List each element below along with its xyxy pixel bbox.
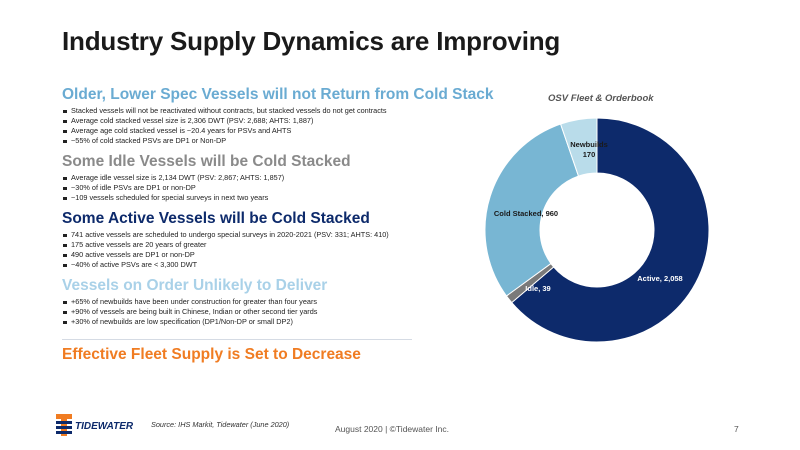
- section-heading: Some Idle Vessels will be Cold Stacked: [62, 153, 351, 170]
- data-label-idle: Idle, 39: [525, 284, 550, 293]
- bullet-list: +65% of newbuilds have been under constr…: [62, 297, 482, 327]
- bullet-item: Average idle vessel size is 2,134 DWT (P…: [62, 173, 482, 183]
- bullet-item: ~55% of cold stacked PSVs are DP1 or Non…: [62, 136, 482, 146]
- chart-title: OSV Fleet & Orderbook: [548, 93, 654, 104]
- logo-text: TIDEWATER: [75, 421, 134, 432]
- bullet-item: 490 active vessels are DP1 or non-DP: [62, 250, 482, 260]
- bullet-item: Average cold stacked vessel size is 2,30…: [62, 116, 482, 126]
- section-heading: Older, Lower Spec Vessels will not Retur…: [62, 86, 494, 103]
- donut-chart: Active, 2,058 Idle, 39 Cold Stacked, 960 Ne…: [484, 117, 710, 343]
- bullet-item: Stacked vessels will not be reactivated …: [62, 106, 482, 116]
- bullet-item: +30% of newbuilds are low specification …: [62, 317, 482, 327]
- section-heading: Vessels on Order Unlikely to Deliver: [62, 277, 328, 294]
- donut-slice-cold-stacked: [484, 123, 580, 297]
- bullet-item: +65% of newbuilds have been under constr…: [62, 297, 482, 307]
- page-number: 7: [734, 424, 739, 434]
- divider: [62, 339, 412, 340]
- data-label-cold-stacked: Cold Stacked, 960: [494, 209, 558, 218]
- data-label-active: Active, 2,058: [637, 274, 682, 283]
- bullet-list: Average idle vessel size is 2,134 DWT (P…: [62, 173, 482, 203]
- bullet-item: ~30% of idle PSVs are DP1 or non-DP: [62, 183, 482, 193]
- content-area: Older, Lower Spec Vessels will not Retur…: [62, 86, 494, 334]
- tidewater-logo-icon: [56, 414, 72, 436]
- donut-slice-newbuilds: [559, 117, 598, 177]
- data-label-newbuilds: Newbuilds 170: [570, 140, 608, 159]
- source-note: Source: IHS Markit, Tidewater (June 2020…: [151, 420, 290, 429]
- donut-slice-active: [511, 117, 710, 343]
- bullet-item: Average age cold stacked vessel is ~20.4…: [62, 126, 482, 136]
- bullet-item: ~40% of active PSVs are < 3,300 DWT: [62, 260, 482, 270]
- section-on-order: Vessels on Order Unlikely to Deliver +65…: [62, 277, 482, 327]
- bullet-item: 175 active vessels are 20 years of great…: [62, 240, 482, 250]
- bullet-item: ~109 vessels scheduled for special surve…: [62, 193, 482, 203]
- bullet-list: 741 active vessels are scheduled to unde…: [62, 230, 482, 270]
- bullet-item: 741 active vessels are scheduled to unde…: [62, 230, 482, 240]
- section-cold-stack: Older, Lower Spec Vessels will not Retur…: [62, 86, 494, 146]
- section-active: Some Active Vessels will be Cold Stacked…: [62, 210, 482, 270]
- section-heading: Some Active Vessels will be Cold Stacked: [62, 210, 370, 227]
- bullet-item: +90% of vessels are being built in Chine…: [62, 307, 482, 317]
- slide-title: Industry Supply Dynamics are Improving: [62, 26, 561, 56]
- tidewater-logo: TIDEWATER: [56, 414, 134, 436]
- section-idle: Some Idle Vessels will be Cold Stacked A…: [62, 153, 482, 203]
- conclusion-heading: Effective Fleet Supply is Set to Decreas…: [62, 346, 361, 363]
- bullet-list: Stacked vessels will not be reactivated …: [62, 106, 482, 146]
- footer-text: August 2020 | ©Tidewater Inc.: [335, 424, 449, 434]
